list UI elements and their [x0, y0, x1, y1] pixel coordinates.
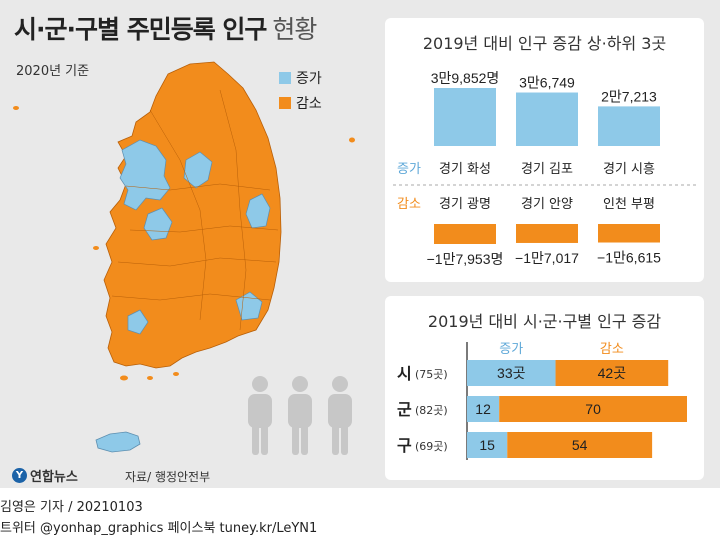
decrease-bar: [555, 360, 669, 386]
increase-value-label: 33곳: [497, 365, 526, 381]
map-increase-gyeongbuk: [245, 193, 271, 229]
decrease-value-label: −1만7,017: [515, 250, 579, 266]
increase-category-label: 경기 김포: [521, 162, 573, 177]
legend-item-decrease: 감소: [279, 95, 322, 112]
category-label: 군: [397, 400, 412, 419]
increase-series-header: 증가: [499, 342, 523, 357]
top-bottom-title: 2019년 대비 인구 증감 상·하위 3곳: [422, 34, 667, 53]
base-year-label: 2020년 기준: [16, 64, 90, 79]
increase-bar: [516, 92, 578, 146]
increase-bar: [434, 88, 496, 146]
legend-label-increase: 증가: [296, 71, 322, 87]
decrease-category-label: 인천 부평: [603, 197, 655, 212]
increase-bar: [467, 360, 556, 386]
person-icon: [248, 376, 272, 455]
title-main: 시·군·구별 주민등록 인구: [14, 15, 267, 44]
decrease-bar: [598, 224, 660, 243]
category-count-label: (82곳): [415, 404, 448, 417]
decrease-series-header: 감소: [600, 342, 624, 357]
decrease-category-label: 경기 광명: [439, 197, 491, 212]
map-island-west-1: [13, 106, 19, 110]
category-count-label: (75곳): [415, 368, 448, 381]
increase-bar: [467, 396, 500, 422]
increase-value-label: 12: [475, 401, 491, 417]
decrease-series-label: 감소: [397, 197, 421, 212]
category-label: 시: [397, 364, 412, 383]
decrease-value-label: −1만6,615: [597, 250, 661, 266]
logo-mark-icon: Y: [12, 468, 27, 483]
credit-line-2: 트위터 @yonhap_graphics 페이스북 tuney.kr/LeYN1: [0, 521, 318, 536]
category-label: 구: [397, 436, 412, 455]
map-island-south-3: [173, 372, 179, 376]
legend-swatch-decrease: [279, 97, 291, 109]
map-district-lines: [111, 89, 279, 331]
increase-value-label: 3만9,852명: [431, 70, 500, 86]
decrease-value-label: −1만7,953명: [427, 251, 504, 267]
source-label: 자료/ 행정안전부: [125, 470, 211, 484]
title-sub: 현황: [272, 15, 317, 44]
increase-bar: [467, 432, 508, 458]
decrease-bar: [434, 224, 496, 244]
decrease-bar: [516, 224, 578, 243]
decrease-value-label: 54: [572, 437, 588, 453]
legend-item-increase: 증가: [279, 70, 322, 87]
map-increase-gangwon: [183, 151, 213, 189]
map-legend: 증가 감소: [279, 70, 322, 120]
map-island-ulleung: [349, 137, 355, 143]
decrease-bar: [507, 432, 653, 458]
legend-label-decrease: 감소: [296, 96, 322, 112]
map-mainland-shape: [103, 61, 282, 369]
logo-text: 연합뉴스: [30, 470, 78, 485]
yonhap-logo: Y 연합뉴스: [12, 466, 78, 485]
credit-line-1: 김영은 기자 / 20210103: [0, 500, 143, 515]
person-icon: [288, 376, 312, 455]
map-mainland: [103, 61, 282, 369]
increase-category-label: 경기 화성: [439, 162, 491, 177]
korea-map: [13, 61, 355, 453]
increase-category-label: 경기 시흥: [603, 162, 655, 177]
decrease-bar: [499, 396, 687, 422]
map-increase-capital-area: [119, 139, 171, 211]
map-island-west-2: [93, 246, 99, 250]
increase-value-label: 3만6,749: [519, 75, 575, 91]
map-island-jeju: [95, 431, 141, 453]
people-illustration: [248, 376, 352, 455]
person-icon: [328, 376, 352, 455]
map-increase-gyeongnam: [235, 291, 263, 321]
category-count-label: (69곳): [415, 440, 448, 453]
main-area: 시·군·구별 주민등록 인구 현황 2020년 기준: [0, 0, 720, 488]
map-island-south-1: [120, 375, 128, 381]
decrease-category-label: 경기 안양: [521, 197, 573, 212]
map-increase-chungcheong: [143, 207, 173, 241]
decrease-value-label: 70: [585, 401, 601, 417]
map-increase-jeolla: [127, 309, 149, 335]
increase-value-label: 2만7,213: [601, 88, 657, 104]
decrease-value-label: 42곳: [598, 365, 627, 381]
increase-bar: [598, 106, 660, 146]
district-panel: 2019년 대비 시·군·구별 인구 증감 증가 감소 시 (75곳) 33곳 42곳 군(…: [385, 296, 704, 480]
increase-value-label: 15: [479, 437, 495, 453]
district-title: 2019년 대비 시·군·구별 인구 증감: [427, 312, 662, 331]
map-island-south-2: [147, 376, 153, 380]
legend-swatch-increase: [279, 72, 291, 84]
increase-series-label: 증가: [397, 162, 421, 177]
page-title: 시·군·구별 주민등록 인구 현황: [14, 10, 317, 46]
